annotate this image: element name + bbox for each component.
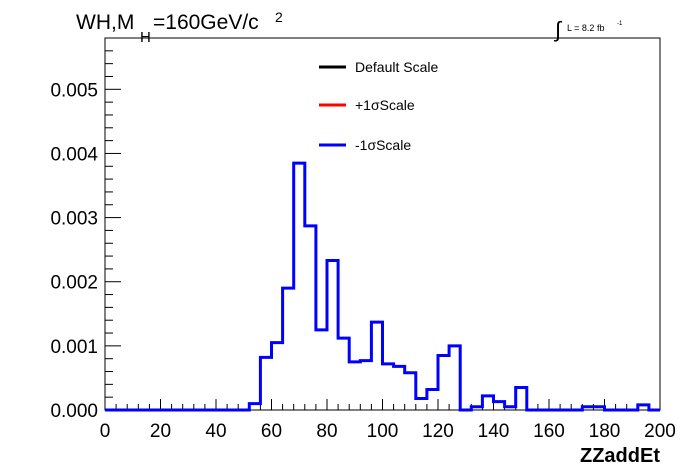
legend-label-minus1sigma: -1σScale	[355, 137, 411, 153]
legend-label-default: Default Scale	[355, 59, 438, 75]
x-tick-label: 20	[150, 421, 171, 442]
luminosity-text: L = 8.2 fb	[567, 23, 604, 33]
x-tick-label: 0	[100, 421, 111, 442]
x-axis-title: ZZaddEt	[580, 445, 660, 467]
legend: Default Scale +1σScale -1σScale	[319, 59, 438, 153]
luminosity-label: ∫ L = 8.2 fb -1	[553, 17, 623, 42]
title-prefix: WH,M	[76, 11, 134, 34]
legend-label-plus1sigma: +1σScale	[355, 97, 415, 113]
histogram-series	[105, 161, 660, 412]
integral-sign: ∫	[553, 17, 563, 42]
x-tick-label: 140	[478, 421, 510, 442]
x-tick-label: 200	[644, 421, 676, 442]
series-line-2	[105, 161, 660, 412]
y-tick-label: 0.001	[50, 337, 98, 358]
x-axis: 0 20 40 60 80 100 120 140 160 180 200	[100, 399, 676, 442]
y-tick-label: 0.004	[50, 144, 98, 165]
x-tick-label: 180	[589, 421, 621, 442]
y-tick-label: 0.000	[50, 401, 98, 422]
luminosity-superscript: -1	[617, 21, 623, 27]
x-tick-label: 80	[316, 421, 337, 442]
title-superscript: 2	[275, 9, 283, 25]
x-tick-label: 120	[422, 421, 454, 442]
y-tick-label: 0.005	[50, 80, 98, 101]
x-tick-label: 40	[205, 421, 226, 442]
title-main: =160GeV/c	[153, 11, 259, 34]
x-tick-label: 160	[533, 421, 565, 442]
y-tick-label: 0.002	[50, 273, 98, 294]
x-tick-label: 60	[261, 421, 282, 442]
x-tick-label: 100	[367, 421, 399, 442]
y-tick-label: 0.003	[50, 209, 98, 230]
